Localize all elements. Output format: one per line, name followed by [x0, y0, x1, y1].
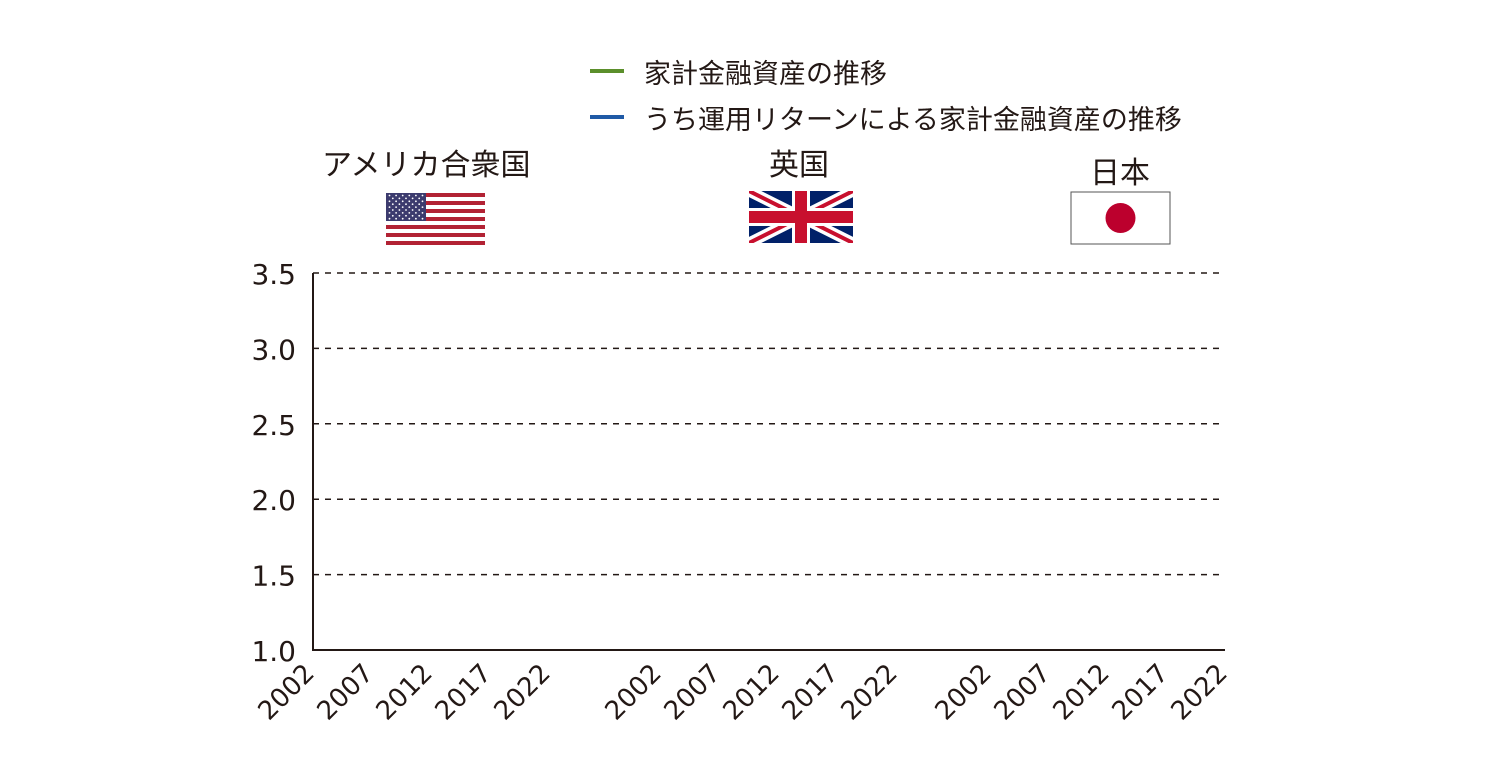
x-tick-label: 2007	[659, 658, 727, 726]
x-tick-label: 2022	[1166, 658, 1234, 726]
x-tick-label: 2002	[930, 658, 998, 726]
x-tick-label: 2017	[777, 658, 845, 726]
x-tick-label: 2007	[989, 658, 1057, 726]
x-tick-label: 2012	[1048, 658, 1116, 726]
y-tick-label: 1.0	[251, 635, 296, 668]
legend-item-household-assets: 家計金融資産の推移	[590, 48, 1182, 94]
country-label-uk: 英国	[769, 148, 829, 183]
y-tick-label: 2.0	[251, 484, 296, 517]
legend-item-investment-return: うち運用リターンによる家計金融資産の推移	[590, 94, 1182, 140]
legend-swatch-green	[590, 69, 624, 73]
x-tick-label: 2022	[836, 658, 904, 726]
y-tick-label: 3.5	[251, 258, 296, 291]
jp-flag-icon	[1070, 191, 1171, 245]
x-tick-label: 2012	[718, 658, 786, 726]
y-tick-label: 1.5	[251, 560, 296, 593]
country-label-jp: 日本	[1090, 156, 1150, 191]
legend: 家計金融資産の推移 うち運用リターンによる家計金融資産の推移	[590, 48, 1182, 140]
x-tick-label: 2017	[430, 658, 498, 726]
us-flag-icon	[386, 193, 485, 245]
x-tick-label: 2007	[312, 658, 380, 726]
x-tick-label: 2022	[489, 658, 557, 726]
legend-label: うち運用リターンによる家計金融資産の推移	[644, 104, 1182, 136]
legend-swatch-blue	[590, 115, 624, 119]
y-axis-ticks: 1.0 1.5 2.0 2.5 3.0 3.5	[251, 258, 296, 668]
y-tick-label: 3.0	[251, 333, 296, 366]
legend-label: 家計金融資産の推移	[644, 58, 887, 90]
y-tick-label: 2.5	[251, 409, 296, 442]
x-tick-label: 2002	[253, 658, 321, 726]
country-label-us: アメリカ合衆国	[322, 148, 531, 183]
x-tick-label: 2002	[600, 658, 668, 726]
x-tick-label: 2017	[1107, 658, 1175, 726]
uk-flag-icon	[749, 191, 853, 243]
x-tick-label: 2012	[371, 658, 439, 726]
gridlines	[313, 272, 1222, 576]
